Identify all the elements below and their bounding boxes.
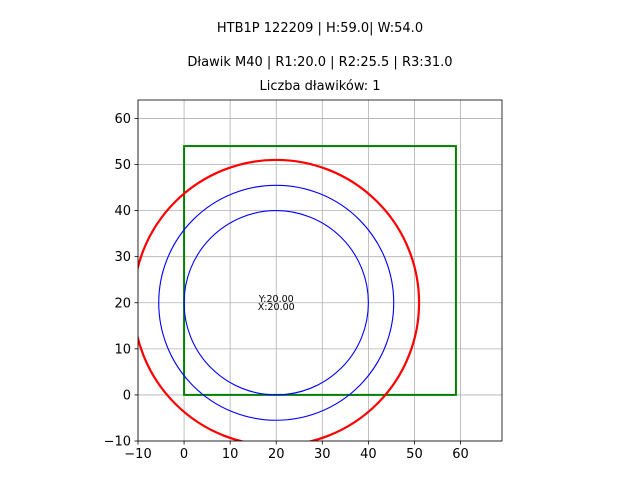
circle-r2 <box>158 184 395 421</box>
x-tick-label: 40 <box>360 447 377 462</box>
x-tick-label: 10 <box>222 447 239 462</box>
x-tick-label: 50 <box>406 447 423 462</box>
y-tick-label: −10 <box>104 435 131 450</box>
y-tick-label: 30 <box>114 250 131 265</box>
y-tick-label: 40 <box>114 204 131 219</box>
circle-r3 <box>138 158 421 441</box>
suptitle-line2: Dławik M40 | R1:20.0 | R2:25.5 | R3:31.0 <box>187 55 452 70</box>
x-tick-label: 30 <box>314 447 331 462</box>
y-tick-label: 50 <box>114 158 131 173</box>
rectangle-outline <box>183 145 457 396</box>
suptitle-line1: HTB1P 122209 | H:59.0| W:54.0 <box>217 21 423 36</box>
circle-r1 <box>183 210 369 396</box>
y-tick-label: 10 <box>114 342 131 357</box>
x-tick-label: −10 <box>124 447 151 462</box>
x-tick-label: 0 <box>180 447 188 462</box>
plot-area: −10 0 10 20 30 40 50 60 −10 0 10 20 30 40 50 60 Y:20.00X… <box>104 99 503 462</box>
center-label-x: X:20.00 <box>258 302 295 313</box>
center-label-y: Y:20.00 <box>258 294 294 305</box>
x-tick-label: 20 <box>268 447 285 462</box>
axes-frame <box>137 99 503 442</box>
y-tick-label: 0 <box>123 388 131 403</box>
y-tick-label: 20 <box>114 296 131 311</box>
axes-title: Liczba dławików: 1 <box>259 79 380 94</box>
x-tick-label: 60 <box>452 447 469 462</box>
y-tick-label: 60 <box>114 112 131 127</box>
